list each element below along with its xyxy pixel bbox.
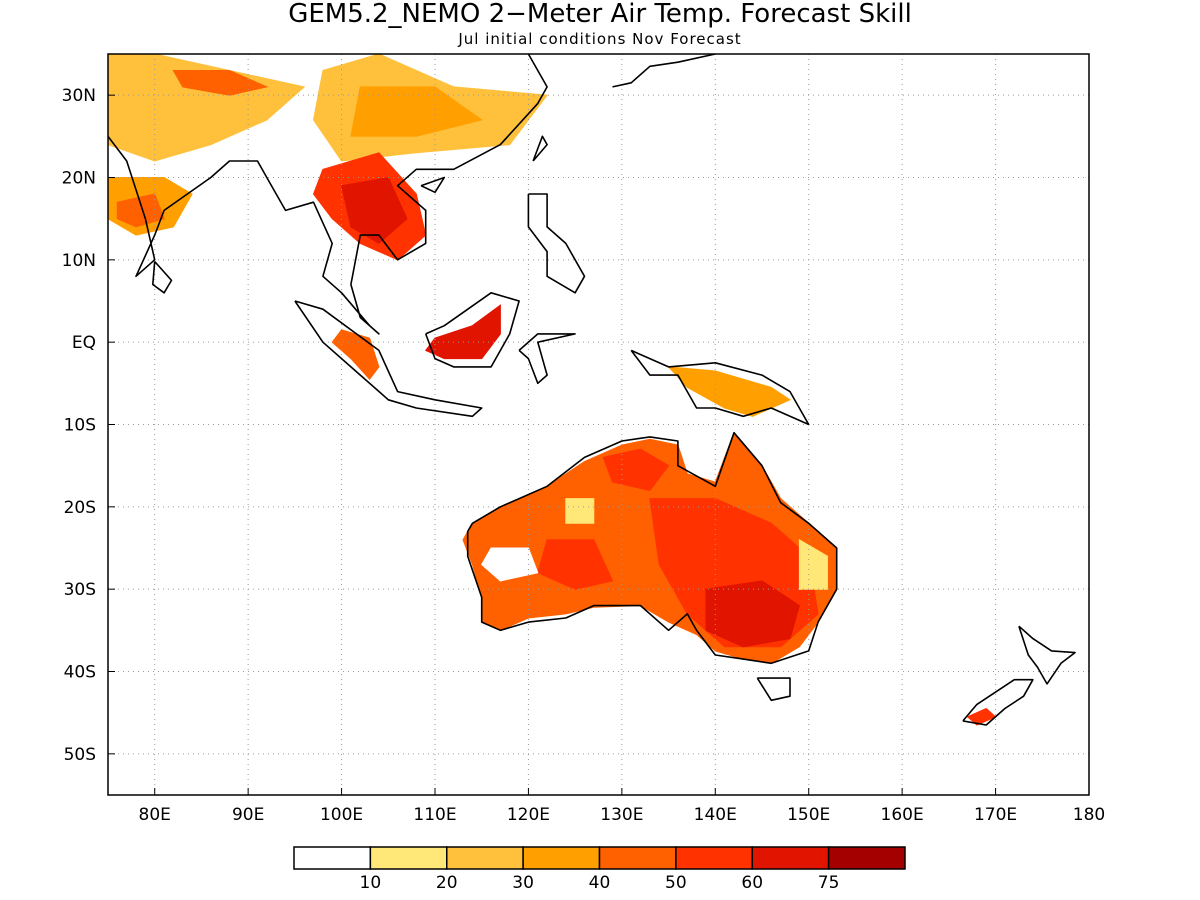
colorbar-label: 40 bbox=[589, 873, 611, 893]
colorbar-label: 20 bbox=[436, 873, 458, 893]
y-tick-label: 30N bbox=[62, 86, 96, 106]
coastline-philippines bbox=[527, 193, 586, 294]
colorbar-label: 30 bbox=[512, 873, 534, 893]
coastline-indian_coast bbox=[108, 54, 548, 335]
colorbar-swatch bbox=[598, 846, 677, 870]
x-tick-label: 140E bbox=[694, 805, 737, 825]
skill-region-aus_nwpale bbox=[565, 498, 595, 524]
y-tick-label: 10N bbox=[62, 251, 96, 271]
y-tick-label: 10S bbox=[64, 416, 96, 436]
skill-region-aus_central bbox=[537, 539, 614, 590]
x-tick-label: 110E bbox=[413, 805, 456, 825]
skill-region-china_inner bbox=[350, 86, 483, 137]
map-subtitle: Jul initial conditions Nov Forecast bbox=[457, 30, 741, 48]
x-tick-label: 130E bbox=[600, 805, 643, 825]
coastline-sulawesi_coast bbox=[518, 333, 576, 385]
colorbar-label: 50 bbox=[665, 873, 687, 893]
x-tick-label: 160E bbox=[881, 805, 924, 825]
y-tick-label: 40S bbox=[64, 663, 96, 683]
colorbar-label: 10 bbox=[360, 873, 382, 893]
skill-region-india_north bbox=[108, 54, 306, 162]
x-tick-label: 80E bbox=[139, 805, 171, 825]
skill-region-indochina_core bbox=[340, 176, 408, 245]
x-axis: 80E 90E 100E 110E 120E 130E 140E 150E 160E 170E 18… bbox=[139, 788, 1105, 825]
map-title: GEM5.2_NEMO 2−Meter Air Temp. Forecast S… bbox=[288, 0, 912, 29]
skill-region-aus_epale bbox=[798, 538, 828, 590]
coastline-borneo_coast bbox=[424, 292, 520, 368]
coastline-nz_north bbox=[1018, 625, 1076, 685]
y-tick-label: 50S bbox=[64, 745, 96, 765]
skill-region-himalaya_band bbox=[172, 70, 269, 96]
y-tick-label: 20S bbox=[64, 498, 96, 518]
y-tick-label: EQ bbox=[72, 333, 96, 353]
colorbar-label: 60 bbox=[741, 873, 763, 893]
coastlines bbox=[108, 54, 1076, 726]
x-tick-label: 100E bbox=[320, 805, 363, 825]
colorbar-label: 75 bbox=[818, 873, 840, 893]
skill-region-india_core bbox=[116, 193, 165, 228]
coastline-tasmania bbox=[756, 677, 791, 702]
coastline-taiwan bbox=[532, 135, 548, 162]
y-tick-label: 30S bbox=[64, 580, 96, 600]
coastline-sumatra_java bbox=[294, 300, 483, 418]
y-tick-label: 20N bbox=[62, 169, 96, 189]
coastline-australia_coast bbox=[466, 431, 838, 665]
x-tick-label: 120E bbox=[507, 805, 550, 825]
y-axis: 30N 20N 10N EQ 10S 20S 30S 40S 50S bbox=[62, 86, 115, 765]
colorbar-swatch bbox=[675, 846, 753, 870]
x-tick-label: 150E bbox=[787, 805, 830, 825]
colorbar-swatch bbox=[522, 846, 601, 870]
x-tick-label: 90E bbox=[232, 805, 264, 825]
coastline-nz_south bbox=[962, 678, 1034, 726]
skill-region-aus_north bbox=[602, 448, 670, 491]
colorbar-swatch bbox=[446, 846, 524, 870]
coastline-japan bbox=[612, 54, 716, 88]
x-tick-label: 170E bbox=[974, 805, 1017, 825]
colorbar-swatch bbox=[827, 846, 906, 870]
coastline-hainan bbox=[420, 176, 446, 194]
skill-field bbox=[108, 54, 997, 726]
skill-region-borneo bbox=[424, 304, 501, 360]
grid-lines bbox=[108, 54, 1089, 795]
colorbar: 10 20 30 40 50 60 75 bbox=[293, 846, 906, 893]
coastline-new_guinea_coast bbox=[630, 349, 810, 426]
coastline-sri_lanka bbox=[152, 260, 173, 294]
colorbar-swatch bbox=[751, 846, 830, 870]
skill-region-aus_wpale bbox=[481, 547, 539, 582]
colorbar-swatch bbox=[369, 846, 448, 870]
x-tick-label: 180 bbox=[1073, 805, 1105, 825]
colorbar-swatch bbox=[293, 846, 372, 870]
skill-region-aus_southeast bbox=[705, 580, 800, 648]
